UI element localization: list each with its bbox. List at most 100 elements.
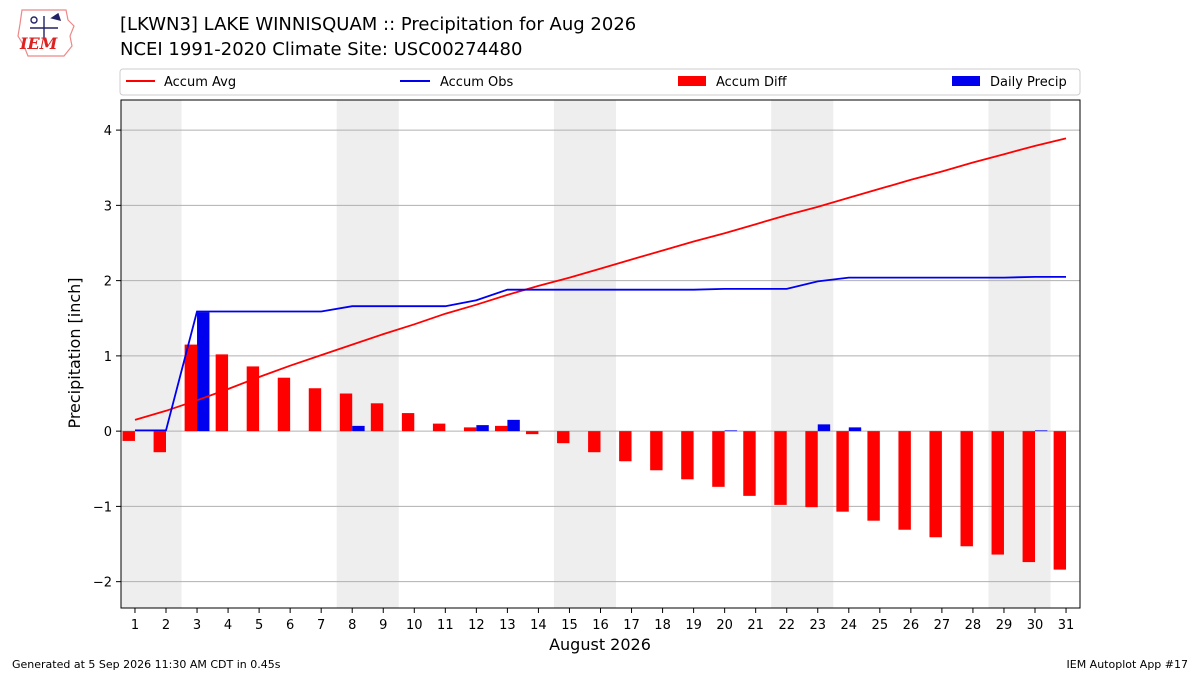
chart-title-block: [LKWN3] LAKE WINNISQUAM :: Precipitation… [120,12,636,62]
daily-bar-day-8 [352,425,365,432]
x-tick-label: 12 [468,618,485,633]
diff-bar-day-1 [122,431,135,441]
diff-bar-day-23 [805,431,818,508]
x-tick-label: 31 [1058,618,1075,633]
x-tick-label: 20 [716,618,733,633]
diff-bar-day-10 [401,413,415,432]
x-tick-label: 30 [1027,618,1044,633]
y-tick-label: −2 [93,576,112,591]
y-tick-label: −1 [93,500,112,515]
diff-bar-day-28 [960,431,973,547]
x-tick-label: 13 [499,618,516,633]
accum-avg-line-group [134,137,1067,421]
diff-bar-day-6 [277,377,291,432]
iem-logo [17,9,75,57]
weekend-shade-4 [771,100,834,608]
x-tick-label: 5 [255,618,263,633]
diff-bar-day-24 [836,431,849,512]
x-tick-label: 15 [561,618,578,633]
accum-obs-line-group [135,275,1066,432]
diff-bar-day-5 [246,366,260,432]
chart-subtitle: NCEI 1991-2020 Climate Site: USC00274480 [120,39,523,60]
diff-bar-day-30 [1022,431,1035,563]
diff-bar-day-25 [867,431,880,521]
daily-bar-day-30 [1034,430,1048,432]
x-tick-label: 14 [530,618,547,633]
x-tick-label: 18 [654,618,671,633]
legend-label-accum-diff: Accum Diff [716,75,788,90]
diff-bar-day-26 [898,431,911,530]
legend-label-accum-avg: Accum Avg [164,75,236,90]
daily-bar-day-20 [724,430,738,432]
logo-text: IEM [20,34,58,53]
footer-generated: Generated at 5 Sep 2026 11:30 AM CDT in … [12,658,281,671]
x-tick-label: 10 [406,618,423,633]
daily-bar-day-3 [197,312,210,432]
x-tick-label: 29 [996,618,1013,633]
diff-bar-day-27 [929,431,942,538]
x-tick-label: 6 [286,618,294,633]
diff-bar-day-22 [774,431,787,505]
diff-bar-day-15 [557,431,570,444]
x-tick-label: 28 [965,618,982,633]
y-tick-label: 2 [104,275,112,290]
diff-bar-day-21 [743,431,756,496]
x-tick-label: 16 [592,618,609,633]
y-axis: −2 −1 0 1 2 3 4 [93,124,121,591]
x-tick-label: 24 [841,618,858,633]
legend-label-daily-precip: Daily Precip [990,75,1067,90]
footer-app: IEM Autoplot App #17 [1066,658,1189,671]
x-tick-label: 26 [903,618,920,633]
daily-bar-day-12 [476,425,489,432]
diff-bar-day-12 [463,427,477,432]
y-tick-label: 4 [104,124,112,139]
legend-swatch-daily-precip [952,76,980,86]
x-tick-label: 27 [934,618,951,633]
legend: Accum Avg Accum Obs Accum Diff Daily Pre… [119,68,1081,96]
diff-bar-day-29 [991,431,1004,555]
diff-bar-day-18 [650,431,663,471]
x-axis-label: August 2026 [549,635,651,654]
x-axis: 1 2 3 4 5 6 7 8 9 10 11 12 13 14 15 16 17 18 19 20 21 22 23 24 2… [131,608,1074,633]
diff-bar-day-17 [619,431,632,462]
legend-swatch-accum-diff [678,76,706,86]
x-tick-label: 21 [747,618,764,633]
daily-bar-day-24 [848,427,862,432]
diff-bar-day-13 [494,425,508,432]
diff-bar-day-31 [1053,431,1067,570]
x-tick-label: 22 [778,618,795,633]
accum-avg-line [134,137,1067,421]
x-tick-label: 2 [162,618,170,633]
diff-bar-day-20 [712,431,725,487]
x-tick-label: 9 [379,618,387,633]
diff-bar-day-16 [588,431,601,453]
x-tick-label: 25 [872,618,889,633]
x-tick-label: 1 [131,618,139,633]
diff-bar-day-9 [370,403,384,432]
diff-bar-day-3 [184,344,198,432]
x-tick-label: 7 [317,618,325,633]
y-axis-label: Precipitation [inch] [65,277,84,428]
accum-diff-bars [122,344,1067,570]
diff-bar-day-7 [308,388,322,432]
weekend-shading [121,100,1051,608]
diff-bar-day-4 [215,354,229,432]
daily-bar-day-23 [817,424,831,432]
diff-bar-day-14 [526,431,539,435]
weekend-shade-1 [121,100,182,608]
weekend-shade-3 [553,100,617,608]
daily-bar-day-13 [507,419,520,432]
x-tick-label: 4 [224,618,232,633]
x-tick-label: 19 [685,618,702,633]
diff-bar-day-8 [339,393,353,432]
x-tick-label: 3 [193,618,201,633]
y-tick-label: 0 [104,425,112,440]
x-tick-label: 11 [437,618,454,633]
grid-lines [121,129,1080,583]
accum-obs-line [135,275,1066,432]
diff-bar-day-11 [432,423,446,432]
legend-label-accum-obs: Accum Obs [440,75,513,90]
y-tick-label: 3 [104,199,112,214]
daily-precip-bars [197,312,1048,432]
